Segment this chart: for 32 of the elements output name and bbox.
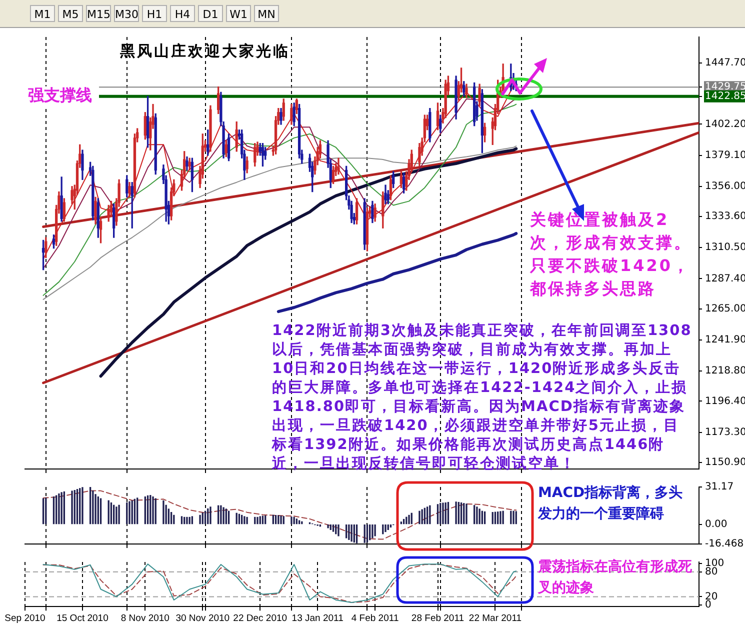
- y-tick-label: 31.17: [705, 482, 734, 493]
- text: M5: [58, 5, 83, 22]
- ref-line-label: 强支撑线: [28, 86, 92, 105]
- annotation: 关键位置被触及2次，形成有效支撑。只要不跌破1420，都保持多头思路: [530, 209, 693, 300]
- x-tick-label: 22 Dec 2010: [233, 612, 288, 624]
- x-tick-label: 13 Jan 2011: [292, 612, 344, 624]
- text: D1: [198, 5, 223, 22]
- y-tick-label: 1422.85: [705, 91, 745, 102]
- text: M15: [86, 5, 111, 22]
- text: M30: [114, 5, 139, 22]
- line-series: [42, 490, 517, 540]
- x-tick-label: 8 Nov 2010: [120, 612, 170, 624]
- text: H1: [142, 5, 167, 22]
- chart-title: 黑风山庄欢迎大家光临: [120, 42, 290, 61]
- y-tick-label: 80: [705, 566, 718, 578]
- text: M1: [30, 5, 55, 22]
- text: H4: [170, 5, 195, 22]
- annotation: 1422附近前期3次触及未能真正突破，在年前回调至1308以后，凭借基本面强势突破，目前成为有效支撑。再加上10日和20日均线在这一带运行，1420附近形成多头反击的巨大屏障。多单也可选择在1422-1424之间介入，止损1418.80即可，目标看新高。因为MACD指标有背离迹象出现，一旦跌破1420，必须跟进空单并带好5元止损，目标看1392附近。如果价格能再次测试历史高点1446附近，一旦出现反转信号即可轻仓测试空单！: [272, 322, 693, 474]
- x-tick-label: Sep 2010: [4, 612, 46, 624]
- y-tick-label: 0: [705, 600, 712, 611]
- annotation: 震荡指标在高位有形成死叉的迹象: [538, 558, 693, 598]
- x-tick-label: 30 Nov 2010: [176, 612, 230, 624]
- y-tick-label: 1429.75: [705, 82, 745, 93]
- x-tick-label: 22 Mar 2011: [468, 612, 522, 624]
- x-tick-label: 4 Feb 2011: [351, 612, 399, 624]
- y-tick-label: -16.468: [705, 538, 744, 550]
- y-tick-label: 0.00: [705, 518, 728, 530]
- x-tick-label: 28 Feb 2011: [411, 612, 464, 624]
- text: MN: [254, 5, 279, 22]
- x-tick-label: 15 Oct 2010: [56, 612, 108, 624]
- text: W1: [226, 5, 251, 22]
- annotation: MACD指标背离，多头发力的一个重要障碍: [538, 484, 684, 524]
